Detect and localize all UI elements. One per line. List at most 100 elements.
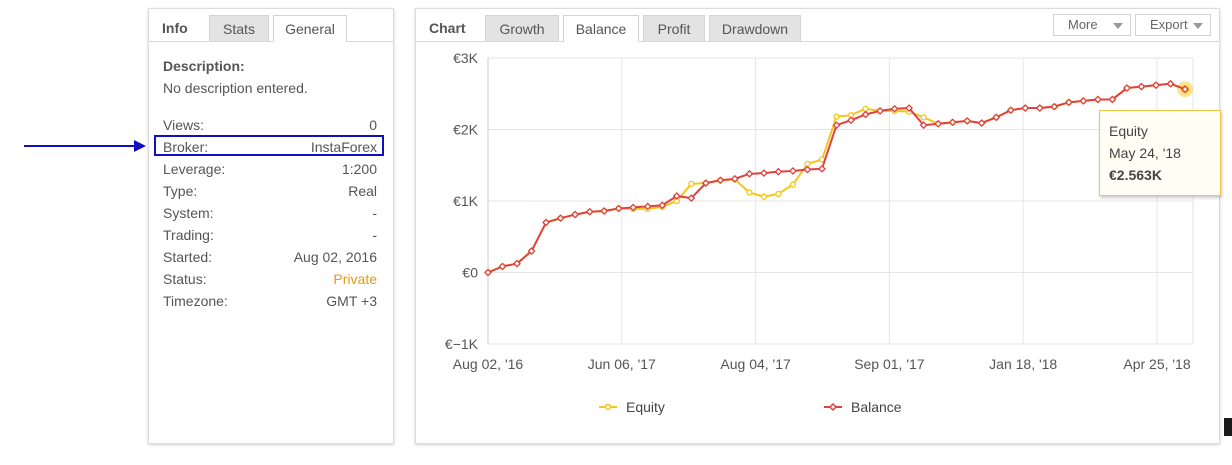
x-tick-label: Sep 01, '17 xyxy=(854,356,925,372)
tooltip-value: €2.563K xyxy=(1109,167,1162,183)
description-text: No description entered. xyxy=(163,80,308,96)
info-row-broker: Broker: InstaForex xyxy=(163,136,377,158)
data-point-balance xyxy=(759,169,768,178)
legend-balance-label: Balance xyxy=(851,399,902,415)
chart-tooltip: Equity May 24, '18 €2.563K xyxy=(1099,110,1221,196)
data-point-balance xyxy=(542,218,551,227)
export-button[interactable]: Export xyxy=(1135,14,1211,36)
data-point-balance xyxy=(1122,84,1131,92)
chart-legend[interactable]: Equity Balance xyxy=(599,399,902,415)
timezone-label: Timezone: xyxy=(163,293,228,309)
tab-stats[interactable]: Stats xyxy=(209,15,269,41)
legend-item-equity[interactable]: Equity xyxy=(599,399,665,415)
tab-balance[interactable]: Balance xyxy=(563,15,639,42)
tooltip-series: Equity xyxy=(1109,123,1148,139)
data-point-balance xyxy=(643,202,652,211)
chart-tabbar: Chart Growth Balance Profit Drawdown Mor… xyxy=(416,9,1219,42)
info-row-system: System: - xyxy=(163,202,377,224)
info-panel: Info Stats General Description: No descr… xyxy=(148,8,394,444)
data-point-equity xyxy=(760,193,768,200)
data-point-balance xyxy=(1093,95,1102,104)
data-point-equity xyxy=(746,189,753,196)
data-point-balance xyxy=(614,204,623,213)
chart-axes: €3K €2K €1K €0 €−1K Aug 02, '16 Jun 06, … xyxy=(445,50,1191,372)
series-line-balance xyxy=(487,82,1186,274)
system-label: System: xyxy=(163,205,214,221)
data-point-balance xyxy=(498,262,507,271)
chart-series xyxy=(484,79,1193,277)
y-tick-label: €2K xyxy=(453,122,479,138)
status-value: Private xyxy=(333,271,377,287)
data-point-balance xyxy=(701,179,710,188)
info-row-leverage: Leverage: 1:200 xyxy=(163,158,377,180)
started-label: Started: xyxy=(163,249,213,265)
data-point-balance xyxy=(948,118,957,127)
y-tick-label: €3K xyxy=(453,50,479,66)
y-tick-label: €1K xyxy=(453,193,479,209)
views-value: 0 xyxy=(369,117,377,133)
data-point-balance xyxy=(658,201,667,210)
data-point-equity xyxy=(775,190,782,198)
data-point-balance xyxy=(527,247,536,255)
description-label: Description: xyxy=(163,58,245,74)
broker-label: Broker: xyxy=(163,139,209,155)
x-tick-label: Aug 04, '17 xyxy=(720,356,791,372)
broker-value: InstaForex xyxy=(310,139,377,155)
data-point-balance xyxy=(1181,85,1189,94)
data-point-equity xyxy=(688,180,695,187)
data-point-balance xyxy=(585,207,594,216)
legend-balance-marker-icon xyxy=(828,402,838,412)
broker-highlight-box xyxy=(154,135,384,156)
data-point-balance xyxy=(1050,102,1059,111)
data-point-balance xyxy=(716,176,725,185)
more-button-label: More xyxy=(1068,17,1098,32)
data-point-balance xyxy=(1035,104,1044,112)
data-point-equity xyxy=(833,113,840,120)
export-button-label: Export xyxy=(1150,17,1188,32)
type-value: Real xyxy=(348,183,377,199)
more-button[interactable]: More xyxy=(1053,14,1131,36)
data-point-balance xyxy=(1006,106,1015,115)
data-point-balance xyxy=(818,164,826,173)
tab-profit[interactable]: Profit xyxy=(643,15,705,41)
chart-panel: Chart Growth Balance Profit Drawdown Mor… xyxy=(415,8,1221,444)
data-point-balance xyxy=(774,167,783,176)
data-point-equity xyxy=(862,105,869,112)
data-point-equity xyxy=(789,181,797,188)
started-value: Aug 02, 2016 xyxy=(293,249,377,265)
chart-grid xyxy=(487,57,1194,345)
data-point-balance xyxy=(905,104,914,112)
export-caret-icon xyxy=(1193,23,1203,29)
data-point-balance xyxy=(571,210,580,219)
trading-label: Trading: xyxy=(163,227,214,243)
data-point-balance xyxy=(847,116,855,125)
tab-info[interactable]: Info xyxy=(162,20,188,36)
data-point-balance xyxy=(687,194,696,203)
data-point-balance xyxy=(745,169,754,178)
tooltip-date: May 24, '18 xyxy=(1109,145,1181,161)
data-point-balance xyxy=(1064,98,1073,107)
balance-chart[interactable]: €3K €2K €1K €0 €−1K Aug 02, '16 Jun 06, … xyxy=(416,42,1219,442)
data-point-balance xyxy=(963,117,972,125)
data-point-balance xyxy=(600,207,609,215)
data-point-balance xyxy=(832,121,841,130)
views-label: Views: xyxy=(163,117,204,133)
data-point-balance xyxy=(992,113,1001,122)
x-tick-label: Apr 25, '18 xyxy=(1123,356,1190,372)
data-point-balance xyxy=(484,268,492,277)
data-point-balance xyxy=(629,203,638,212)
tab-drawdown[interactable]: Drawdown xyxy=(709,15,801,41)
series-line-equity xyxy=(487,82,1186,274)
data-point-equity xyxy=(804,160,811,167)
data-point-balance xyxy=(1108,95,1117,104)
chart-title: Chart xyxy=(429,20,466,36)
data-point-balance xyxy=(1152,81,1160,90)
info-row-status: Status: Private xyxy=(163,268,377,290)
data-point-balance xyxy=(1166,79,1175,88)
tab-growth[interactable]: Growth xyxy=(485,15,559,41)
info-row-started: Started: Aug 02, 2016 xyxy=(163,246,377,268)
tab-general[interactable]: General xyxy=(273,15,347,42)
legend-item-balance[interactable]: Balance xyxy=(824,399,902,415)
x-tick-label: Jan 18, '18 xyxy=(989,356,1057,372)
data-point-balance xyxy=(513,259,521,268)
